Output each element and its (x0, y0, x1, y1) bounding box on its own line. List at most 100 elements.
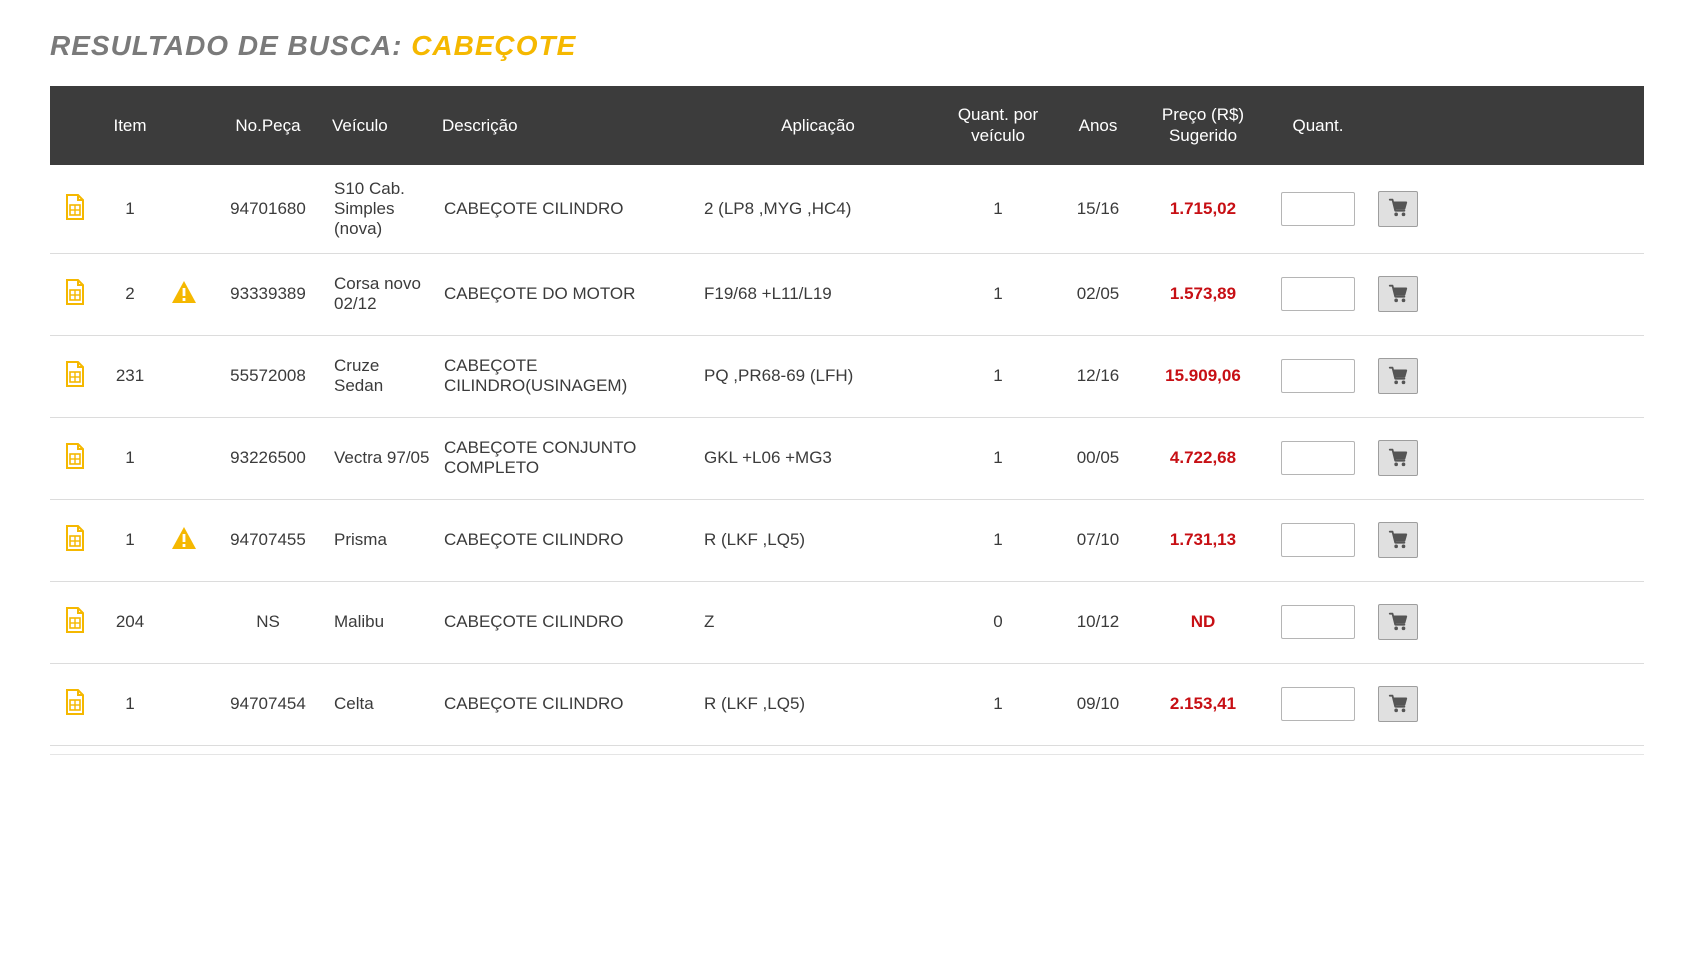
col-header-price[interactable]: Preço (R$) Sugerido (1138, 104, 1268, 147)
cell-price: 1.731,13 (1138, 530, 1268, 550)
cell-warn (160, 279, 208, 309)
cell-part-no: 93226500 (208, 448, 328, 468)
cell-years: 15/16 (1058, 199, 1138, 219)
cell-item: 1 (100, 530, 160, 550)
cell-vehicle: Celta (328, 694, 438, 714)
cell-part-no: 93339389 (208, 284, 328, 304)
cell-application: PQ ,PR68-69 (LFH) (698, 366, 938, 386)
cell-qty-per-vehicle: 1 (938, 284, 1058, 304)
cell-qty-per-vehicle: 1 (938, 530, 1058, 550)
table-row: 1 94707455PrismaCABEÇOTE CILINDROR (LKF ,… (50, 500, 1644, 582)
cell-description: CABEÇOTE DO MOTOR (438, 284, 698, 304)
cell-part-no: NS (208, 612, 328, 632)
cell-part-no: 55572008 (208, 366, 328, 386)
cart-icon (1387, 446, 1409, 471)
cell-part-no: 94701680 (208, 199, 328, 219)
cell-application: Z (698, 612, 938, 632)
table-row: 193226500Vectra 97/05CABEÇOTE CONJUNTO C… (50, 418, 1644, 500)
cell-price: 2.153,41 (1138, 694, 1268, 714)
cell-item: 2 (100, 284, 160, 304)
title-prefix: RESULTADO DE BUSCA: (50, 30, 411, 61)
cell-qty-per-vehicle: 1 (938, 366, 1058, 386)
col-header-application[interactable]: Aplicação (698, 115, 938, 136)
document-icon[interactable] (62, 523, 88, 553)
quantity-input[interactable] (1281, 359, 1355, 393)
document-icon[interactable] (62, 441, 88, 471)
cell-qty-per-vehicle: 1 (938, 694, 1058, 714)
cell-application: GKL +L06 +MG3 (698, 448, 938, 468)
table-header: Item No.Peça Veículo Descrição Aplicação… (50, 86, 1644, 165)
cart-icon (1387, 282, 1409, 307)
cell-description: CABEÇOTE CILINDRO(USINAGEM) (438, 356, 698, 396)
cell-item: 1 (100, 448, 160, 468)
col-header-qty-per-vehicle[interactable]: Quant. por veículo (938, 104, 1058, 147)
col-header-item[interactable]: Item (100, 115, 160, 136)
document-icon[interactable] (62, 687, 88, 717)
add-to-cart-button[interactable] (1378, 276, 1418, 312)
cell-price: 15.909,06 (1138, 366, 1268, 386)
cell-description: CABEÇOTE CILINDRO (438, 530, 698, 550)
document-icon[interactable] (62, 359, 88, 389)
quantity-input[interactable] (1281, 192, 1355, 226)
cell-item: 231 (100, 366, 160, 386)
cell-vehicle: S10 Cab. Simples (nova) (328, 179, 438, 239)
add-to-cart-button[interactable] (1378, 191, 1418, 227)
cell-part-no: 94707455 (208, 530, 328, 550)
document-icon[interactable] (62, 192, 88, 222)
add-to-cart-button[interactable] (1378, 440, 1418, 476)
col-header-description[interactable]: Descrição (438, 115, 698, 136)
cell-vehicle: Cruze Sedan (328, 356, 438, 396)
cart-icon (1387, 692, 1409, 717)
title-term: CABEÇOTE (411, 30, 576, 61)
quantity-input[interactable] (1281, 441, 1355, 475)
cell-description: CABEÇOTE CILINDRO (438, 694, 698, 714)
cell-price: 1.573,89 (1138, 284, 1268, 304)
cell-warn (160, 525, 208, 555)
cell-application: R (LKF ,LQ5) (698, 530, 938, 550)
cell-item: 1 (100, 694, 160, 714)
cell-qty-per-vehicle: 0 (938, 612, 1058, 632)
table-row: 1 94701680S10 Cab. Simples (nova)CABEÇOTE… (50, 165, 1644, 254)
add-to-cart-button[interactable] (1378, 358, 1418, 394)
cell-vehicle: Corsa novo 02/12 (328, 274, 438, 314)
cell-description: CABEÇOTE CILINDRO (438, 612, 698, 632)
col-header-vehicle[interactable]: Veículo (328, 115, 438, 136)
quantity-input[interactable] (1281, 523, 1355, 557)
table-row: 204 NSMalibuCABEÇOTE CILINDROZ010/12ND (50, 582, 1644, 664)
add-to-cart-button[interactable] (1378, 686, 1418, 722)
table-row: 231 55572008Cruze SedanCABEÇOTE CILINDRO(… (50, 336, 1644, 418)
cell-years: 09/10 (1058, 694, 1138, 714)
cell-qty-per-vehicle: 1 (938, 448, 1058, 468)
cell-qty-per-vehicle: 1 (938, 199, 1058, 219)
col-header-qty: Quant. (1268, 115, 1368, 136)
cart-icon (1387, 528, 1409, 553)
cell-vehicle: Prisma (328, 530, 438, 550)
cell-years: 12/16 (1058, 366, 1138, 386)
cell-price: ND (1138, 612, 1268, 632)
cell-vehicle: Vectra 97/05 (328, 448, 438, 468)
cart-icon (1387, 196, 1409, 221)
warning-icon[interactable] (170, 525, 198, 551)
cell-description: CABEÇOTE CILINDRO (438, 199, 698, 219)
cell-years: 00/05 (1058, 448, 1138, 468)
document-icon[interactable] (62, 605, 88, 635)
table-body[interactable]: 194701680S10 Cab. Simples (nova)CABEÇOTE… (50, 165, 1644, 755)
add-to-cart-button[interactable] (1378, 604, 1418, 640)
add-to-cart-button[interactable] (1378, 522, 1418, 558)
cell-vehicle: Malibu (328, 612, 438, 632)
warning-icon[interactable] (170, 279, 198, 305)
quantity-input[interactable] (1281, 605, 1355, 639)
quantity-input[interactable] (1281, 687, 1355, 721)
cell-part-no: 94707454 (208, 694, 328, 714)
col-header-part-no[interactable]: No.Peça (208, 115, 328, 136)
cell-application: 2 (LP8 ,MYG ,HC4) (698, 199, 938, 219)
col-header-years[interactable]: Anos (1058, 115, 1138, 136)
document-icon[interactable] (62, 277, 88, 307)
cell-application: R (LKF ,LQ5) (698, 694, 938, 714)
cell-years: 07/10 (1058, 530, 1138, 550)
cart-icon (1387, 364, 1409, 389)
cart-icon (1387, 610, 1409, 635)
quantity-input[interactable] (1281, 277, 1355, 311)
cell-years: 10/12 (1058, 612, 1138, 632)
cell-item: 204 (100, 612, 160, 632)
